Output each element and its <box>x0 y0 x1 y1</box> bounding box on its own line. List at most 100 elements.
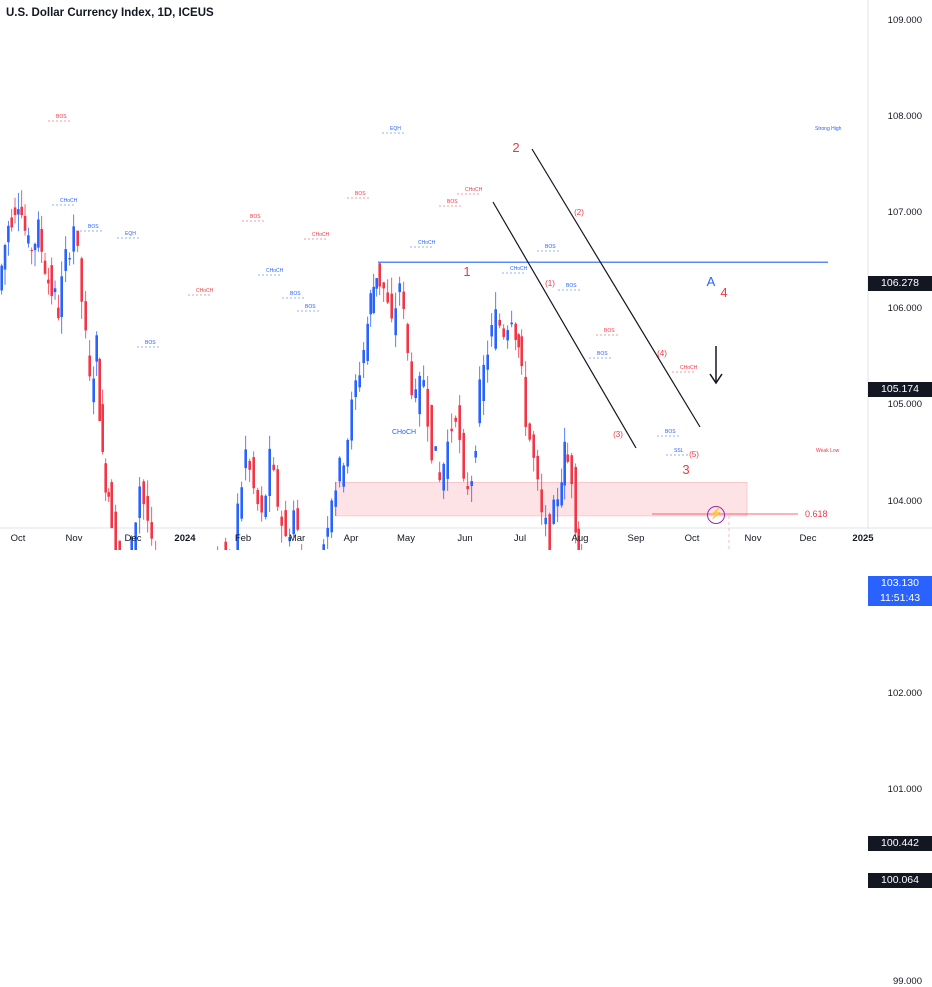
wave-label: 3 <box>682 462 689 477</box>
candle-body <box>502 328 505 337</box>
x-tick-label: 2024 <box>174 533 196 544</box>
candle-body <box>434 446 437 451</box>
fib-label-0: 0.618 <box>805 509 828 519</box>
x-tick-label: Sep <box>627 533 645 544</box>
candle-body <box>442 463 445 491</box>
candle-body <box>402 291 405 309</box>
candle-body <box>462 432 465 479</box>
candle-body <box>350 399 353 441</box>
candle-body <box>446 441 449 479</box>
candle-body <box>142 481 145 505</box>
structure-label-eqh: EQH <box>390 126 401 132</box>
wave-label: (2) <box>574 208 584 217</box>
candle-body <box>256 489 259 505</box>
structure-label-bos: BOS <box>305 304 316 310</box>
candle-body <box>72 226 75 252</box>
x-tick-label: 2025 <box>852 533 874 544</box>
candle-body <box>47 279 50 284</box>
y-tick-label: 105.000 <box>887 399 922 411</box>
candle-body <box>284 510 287 537</box>
x-tick-label: May <box>397 533 415 544</box>
candle-body <box>64 249 67 271</box>
wave-label: 4 <box>720 285 727 300</box>
structure-label-choch: CHoCH <box>680 365 698 371</box>
candle-body <box>372 286 375 314</box>
candle-body <box>406 324 409 353</box>
candle-body <box>470 481 473 487</box>
candle-body <box>369 293 372 315</box>
current-price-tag: 103.130 <box>868 576 932 592</box>
wave-label: (3) <box>613 430 623 439</box>
candle-body <box>322 544 325 550</box>
price-tag: 100.442 <box>868 836 932 852</box>
structure-label-bos: BOS <box>56 114 67 120</box>
candle-body <box>563 441 566 486</box>
x-tick-label: Oct <box>10 533 26 544</box>
candle-body <box>240 487 243 519</box>
candle-body <box>438 472 441 481</box>
candle-body <box>146 496 149 521</box>
candle-body <box>498 319 501 326</box>
structure-label-choch: CHoCH <box>510 266 528 272</box>
candle-body <box>60 276 63 318</box>
candle-body <box>10 217 13 228</box>
structure-label-bos: BOS <box>545 244 556 250</box>
candle-body <box>490 325 493 337</box>
candle-body <box>252 457 255 489</box>
candle-body <box>418 375 421 415</box>
structure-label-bos: BOS <box>597 351 608 357</box>
candle-body <box>134 522 137 550</box>
candle-body <box>107 492 110 497</box>
chart-title: U.S. Dollar Currency Index, 1D, ICEUS <box>6 7 214 19</box>
structure-label-choch: CHoCH <box>60 198 78 204</box>
candle-body <box>482 364 485 401</box>
candle-body <box>486 354 489 370</box>
candle-body <box>288 537 291 542</box>
candle-body <box>7 225 10 243</box>
candle-body <box>110 482 113 529</box>
x-tick-label: Aug <box>571 533 589 544</box>
x-tick-label: Jun <box>457 533 473 544</box>
x-tick-label: Nov <box>744 533 762 544</box>
structure-label-eqh: EQH <box>125 231 136 237</box>
x-tick-label: Apr <box>343 533 359 544</box>
candle-body <box>556 499 559 507</box>
candle-body <box>532 434 535 458</box>
candle-body <box>43 260 47 274</box>
weak-low-label: Weak Low <box>816 448 840 454</box>
candle-body <box>114 511 117 550</box>
candle-body <box>520 336 523 367</box>
wave-label: (5) <box>689 450 699 459</box>
structure-label-bos: BOS <box>290 291 301 297</box>
candle-body <box>386 292 389 303</box>
lightning-icon[interactable]: ⚡ <box>707 506 725 524</box>
candle-body <box>53 288 57 293</box>
structure-label-choch: CHoCH <box>465 187 483 193</box>
candle-body <box>264 495 267 518</box>
candle-body <box>20 206 23 216</box>
candle-body <box>101 404 104 452</box>
candle-body <box>330 500 333 533</box>
structure-label-bos: BOS <box>355 191 366 197</box>
candle-body <box>57 307 60 319</box>
candle-body <box>577 528 580 550</box>
x-tick-label: Jul <box>513 533 527 544</box>
candle-body <box>358 375 361 388</box>
candle-body <box>510 322 513 325</box>
candle-body <box>150 522 153 539</box>
x-tick-label: Feb <box>234 533 252 544</box>
candle-body <box>354 380 357 398</box>
x-tick-label: Oct <box>684 533 700 544</box>
structure-label-choch: CHoCH <box>312 232 330 238</box>
candle-body <box>362 350 365 364</box>
y-tick-label: 99.000 <box>892 976 922 987</box>
candle-body <box>570 455 573 485</box>
candle-body <box>536 455 539 480</box>
candle-body <box>394 308 397 336</box>
candle-body <box>366 323 369 361</box>
candle-body <box>422 380 425 387</box>
y-tick-label: 109.000 <box>887 15 922 26</box>
candle-body <box>50 265 53 296</box>
candle-body <box>27 235 30 244</box>
